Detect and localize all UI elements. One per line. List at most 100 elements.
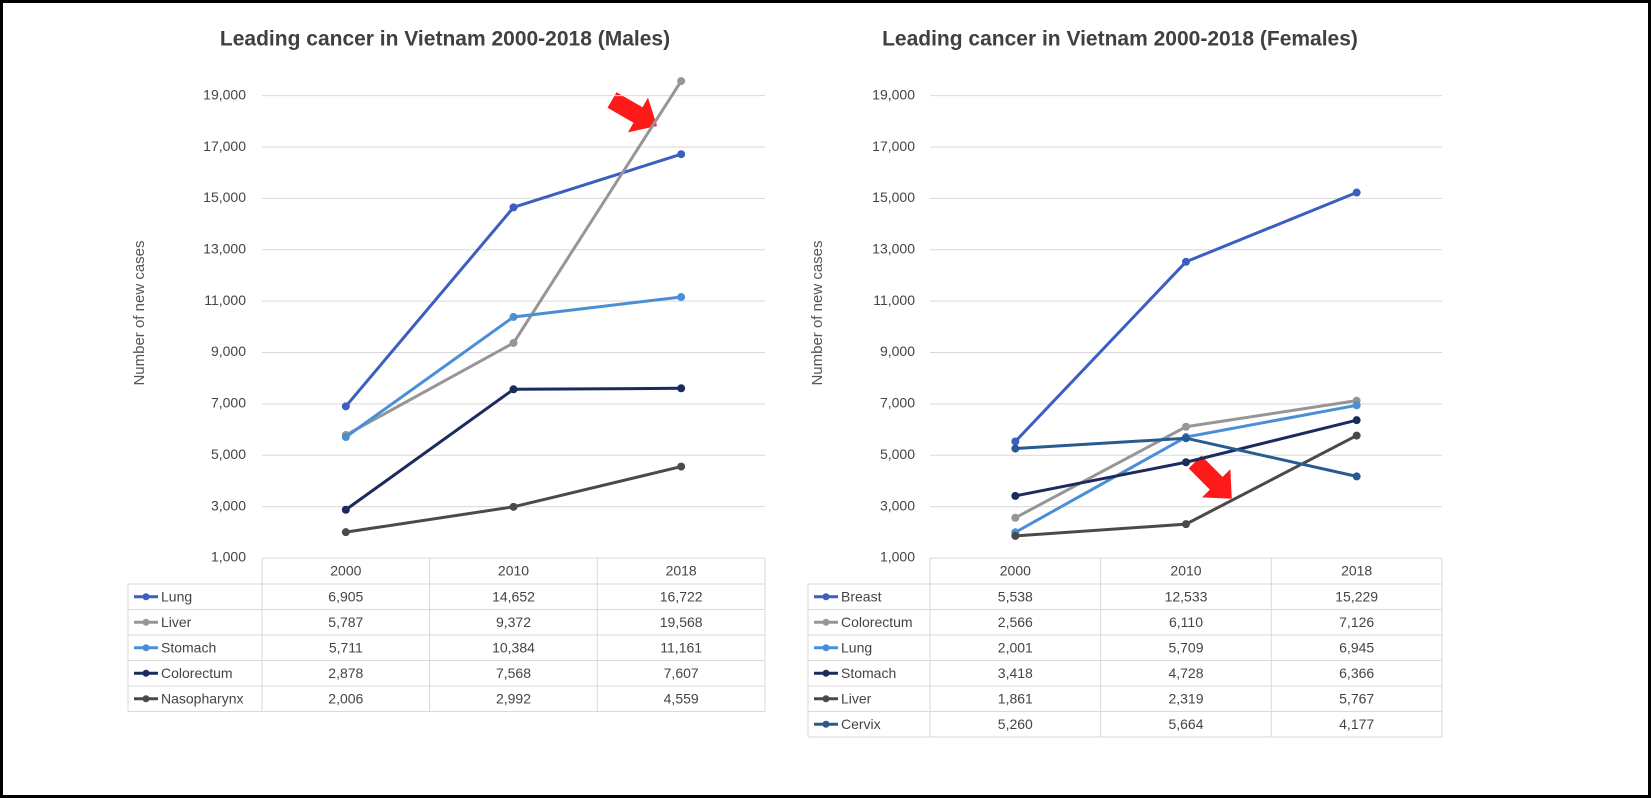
legend-swatch [822, 720, 830, 728]
data-point [1352, 416, 1361, 425]
table-cell: 5,709 [1168, 639, 1203, 655]
y-tick-label: 13,000 [203, 240, 246, 256]
y-tick-label: 19,000 [203, 86, 246, 102]
table-cell: 2,319 [1168, 690, 1203, 706]
y-tick-label: 1,000 [880, 549, 915, 565]
legend-swatch [142, 593, 150, 601]
y-axis-label: Number of new cases [809, 240, 826, 385]
table-cell: 5,538 [998, 588, 1033, 604]
legend-label: Nasopharynx [161, 690, 244, 706]
data-point [509, 338, 518, 347]
data-point [677, 150, 686, 159]
x-tick-label: 2010 [498, 563, 529, 579]
data-point [509, 385, 518, 394]
legend-swatch [822, 593, 830, 601]
table-cell: 4,177 [1339, 716, 1374, 732]
data-point [1011, 531, 1020, 540]
table-cell: 1,861 [998, 690, 1033, 706]
legend-swatch [142, 669, 150, 677]
data-point [341, 433, 350, 442]
data-point [1352, 472, 1361, 481]
data-point [677, 293, 686, 302]
data-point [1182, 422, 1190, 431]
data-point [1182, 257, 1190, 266]
table-cell: 4,559 [664, 690, 699, 706]
data-point [341, 402, 350, 411]
data-point [677, 77, 686, 86]
data-point [509, 203, 518, 212]
legend-label: Liver [161, 614, 192, 630]
legend-swatch [822, 669, 830, 677]
table-cell: 2,566 [998, 614, 1033, 630]
y-tick-label: 9,000 [880, 343, 915, 359]
table-cell: 19,568 [660, 614, 703, 630]
table-cell: 6,945 [1339, 639, 1374, 655]
data-point [1352, 188, 1361, 197]
legend-label: Lung [841, 639, 872, 655]
data-point [677, 384, 686, 393]
table-cell: 5,767 [1339, 690, 1374, 706]
table-cell: 7,607 [664, 665, 699, 681]
table-cell: 2,878 [328, 665, 363, 681]
data-point [677, 462, 686, 471]
table-cell: 12,533 [1165, 588, 1208, 604]
y-tick-label: 1,000 [211, 549, 246, 565]
data-point [1352, 431, 1361, 440]
legend-label: Liver [841, 690, 872, 706]
y-tick-label: 15,000 [872, 189, 915, 205]
data-point [1011, 513, 1020, 522]
table-cell: 7,568 [496, 665, 531, 681]
legend-swatch [822, 644, 830, 652]
x-tick-label: 2000 [330, 563, 361, 579]
table-cell: 9,372 [496, 614, 531, 630]
y-tick-label: 9,000 [211, 343, 246, 359]
legend-label: Colorectum [161, 665, 233, 681]
arrow [1188, 455, 1232, 499]
arrow [607, 92, 658, 133]
table-cell: 2,992 [496, 690, 531, 706]
table-cell: 5,787 [328, 614, 363, 630]
table-cell: 2,001 [998, 639, 1033, 655]
data-point [1352, 401, 1361, 410]
table-cell: 11,161 [660, 639, 702, 655]
y-tick-label: 3,000 [880, 497, 915, 513]
table-cell: 2,006 [328, 690, 363, 706]
y-axis-label: Number of new cases [131, 240, 148, 385]
y-tick-label: 15,000 [203, 189, 246, 205]
x-tick-label: 2000 [1000, 563, 1031, 579]
data-point [341, 505, 350, 514]
data-point [1011, 491, 1020, 500]
legend-swatch [822, 618, 830, 626]
legend-swatch [142, 644, 150, 652]
table-cell: 3,418 [998, 665, 1033, 681]
y-tick-label: 11,000 [204, 292, 246, 308]
data-point [1011, 444, 1020, 453]
y-tick-label: 19,000 [872, 86, 915, 102]
table-cell: 5,260 [998, 716, 1033, 732]
chart-title: Leading cancer in Vietnam 2000-2018 (Fem… [882, 28, 1358, 51]
y-tick-label: 13,000 [872, 240, 915, 256]
legend-swatch [142, 695, 150, 703]
data-point [341, 528, 350, 537]
table-cell: 10,384 [492, 639, 535, 655]
table-cell: 7,126 [1339, 614, 1374, 630]
x-tick-label: 2018 [666, 563, 697, 579]
table-cell: 16,722 [660, 588, 703, 604]
table-cell: 4,728 [1168, 665, 1203, 681]
y-tick-label: 17,000 [872, 138, 915, 154]
data-point [1011, 437, 1020, 446]
y-tick-label: 5,000 [880, 446, 915, 462]
data-point [1182, 520, 1190, 529]
x-tick-label: 2010 [1170, 563, 1201, 579]
y-tick-label: 7,000 [880, 395, 915, 411]
legend-label: Lung [161, 588, 192, 604]
table-cell: 5,711 [329, 639, 363, 655]
y-tick-label: 17,000 [203, 138, 246, 154]
legend-label: Breast [841, 588, 882, 604]
y-tick-label: 5,000 [211, 446, 246, 462]
x-tick-label: 2018 [1341, 563, 1372, 579]
data-point [509, 312, 518, 321]
data-point [1182, 458, 1190, 467]
table-cell: 6,366 [1339, 665, 1374, 681]
